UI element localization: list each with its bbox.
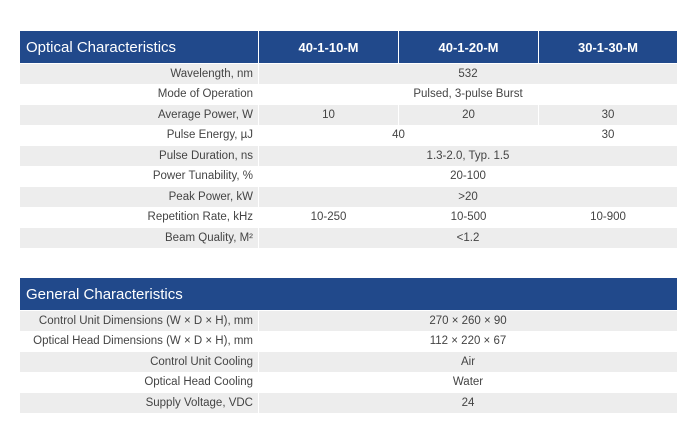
table-row-mode: Mode of Operation Pulsed, 3-pulse Burst bbox=[20, 84, 677, 104]
row-value: 10-250 bbox=[259, 207, 398, 227]
row-label: Pulse Energy, µJ bbox=[20, 125, 258, 145]
row-value: 1.3-2.0, Typ. 1.5 bbox=[259, 146, 677, 166]
row-value: 30 bbox=[539, 105, 677, 125]
general-header-row: General Characteristics bbox=[20, 278, 678, 310]
table-row-optical-head-cooling: Optical Head Cooling Water bbox=[20, 372, 678, 392]
row-value: Air bbox=[259, 352, 678, 372]
row-value: 112 × 220 × 67 bbox=[259, 331, 678, 351]
row-label: Control Unit Cooling bbox=[20, 352, 258, 372]
row-label: Peak Power, kW bbox=[20, 187, 258, 207]
row-label: Power Tunability, % bbox=[20, 166, 258, 186]
row-value: 10 bbox=[259, 105, 398, 125]
optical-header-row: Optical Characteristics 40-1-10-M 40-1-2… bbox=[20, 31, 677, 63]
row-label: Supply Voltage, VDC bbox=[20, 393, 258, 413]
row-value: 40 bbox=[259, 125, 538, 145]
table-row-optical-head-dimensions: Optical Head Dimensions (W × D × H), mm … bbox=[20, 331, 678, 351]
general-characteristics-table: General Characteristics Control Unit Dim… bbox=[19, 277, 678, 414]
row-label: Pulse Duration, ns bbox=[20, 146, 258, 166]
table-row-peak-power: Peak Power, kW >20 bbox=[20, 187, 677, 207]
table-row-average-power: Average Power, W 10 20 30 bbox=[20, 105, 677, 125]
row-label: Control Unit Dimensions (W × D × H), mm bbox=[20, 311, 258, 331]
table-row-power-tunability: Power Tunability, % 20-100 bbox=[20, 166, 677, 186]
table-row-wavelength: Wavelength, nm 532 bbox=[20, 64, 677, 84]
row-value: 270 × 260 × 90 bbox=[259, 311, 678, 331]
row-label: Wavelength, nm bbox=[20, 64, 258, 84]
table-row-supply-voltage: Supply Voltage, VDC 24 bbox=[20, 393, 678, 413]
model-header-40-1-10-m: 40-1-10-M bbox=[259, 31, 398, 63]
table-row-pulse-energy: Pulse Energy, µJ 40 30 bbox=[20, 125, 677, 145]
row-value: >20 bbox=[259, 187, 677, 207]
row-label: Repetition Rate, kHz bbox=[20, 207, 258, 227]
row-value: <1.2 bbox=[259, 228, 677, 248]
row-value: 20-100 bbox=[259, 166, 677, 186]
row-value: 24 bbox=[259, 393, 678, 413]
row-label: Average Power, W bbox=[20, 105, 258, 125]
row-label: Optical Head Dimensions (W × D × H), mm bbox=[20, 331, 258, 351]
model-header-30-1-30-m: 30-1-30-M bbox=[539, 31, 677, 63]
table-row-control-unit-dimensions: Control Unit Dimensions (W × D × H), mm … bbox=[20, 311, 678, 331]
model-header-40-1-20-m: 40-1-20-M bbox=[399, 31, 538, 63]
row-value: 10-500 bbox=[399, 207, 538, 227]
row-label: Mode of Operation bbox=[20, 84, 258, 104]
table-row-repetition-rate: Repetition Rate, kHz 10-250 10-500 10-90… bbox=[20, 207, 677, 227]
table-row-control-unit-cooling: Control Unit Cooling Air bbox=[20, 352, 678, 372]
table-row-pulse-duration: Pulse Duration, ns 1.3-2.0, Typ. 1.5 bbox=[20, 146, 677, 166]
row-value: Water bbox=[259, 372, 678, 392]
row-value: Pulsed, 3-pulse Burst bbox=[259, 84, 677, 104]
row-value: 30 bbox=[539, 125, 677, 145]
row-value: 20 bbox=[399, 105, 538, 125]
general-section-title: General Characteristics bbox=[20, 278, 678, 310]
row-value: 532 bbox=[259, 64, 677, 84]
optical-section-title: Optical Characteristics bbox=[20, 31, 258, 63]
table-row-beam-quality: Beam Quality, M² <1.2 bbox=[20, 228, 677, 248]
row-label: Beam Quality, M² bbox=[20, 228, 258, 248]
row-value: 10-900 bbox=[539, 207, 677, 227]
optical-characteristics-table: Optical Characteristics 40-1-10-M 40-1-2… bbox=[19, 30, 678, 249]
row-label: Optical Head Cooling bbox=[20, 372, 258, 392]
